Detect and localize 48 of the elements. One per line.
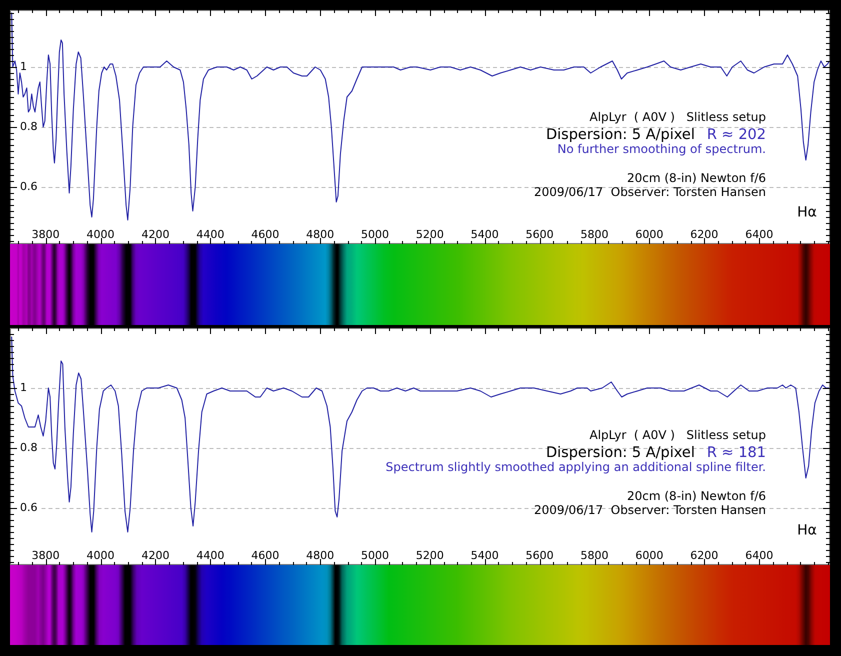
annotation: Dispersion: 5 A/pixel [546,126,695,143]
annotation: Spectrum slightly smoothed applying an additional spline filter. [386,460,766,474]
annotation: AlpLyr ( A0V ) Slitless setup [590,428,766,442]
x-tick-label: 4000 [86,228,115,241]
x-tick-label: 5600 [526,228,554,241]
x-tick-label: 4600 [251,228,280,241]
y-tick-label: 1 [20,380,27,394]
annotation: AlpLyr ( A0V ) Slitless setup [590,110,766,124]
x-tick-label: 6000 [635,548,664,562]
annotation: R ≈ 202 [706,126,766,143]
x-tick-label: 5800 [580,548,609,562]
x-tick-label: 5000 [360,228,389,241]
x-tick-label: 4400 [196,548,224,562]
annotation: No further smoothing of spectrum. [557,142,766,156]
x-tick-label: 4200 [141,228,170,241]
x-tick-label: 6400 [745,228,774,241]
y-tick-label: 1 [20,60,27,73]
annotation: 2009/06/17 Observer: Torsten Hansen [534,185,766,200]
x-tick-label: 5600 [526,548,554,562]
x-tick-label: 4200 [141,548,170,562]
x-tick-label: 5200 [416,228,444,241]
x-tick-label: 4600 [251,548,280,562]
annotation: R ≈ 181 [706,444,766,461]
x-tick-label: 3800 [32,548,60,562]
x-tick-label: 4000 [86,548,115,562]
annotation: 20cm (8-in) Newton f/6 [627,489,766,504]
x-tick-label: 5000 [360,548,389,562]
x-tick-label: 5200 [416,548,444,562]
x-tick-label: 6000 [635,228,664,241]
x-tick-label: 3800 [32,228,60,241]
x-tick-label: 5400 [470,548,499,562]
y-tick-label: 0.6 [20,500,38,514]
y-tick-label: 0.8 [20,120,38,133]
annotation: 20cm (8-in) Newton f/6 [627,171,766,186]
annotation: Hα [797,522,817,539]
x-tick-label: 6400 [745,548,774,562]
x-tick-label: 4400 [196,228,224,241]
annotation: Dispersion: 5 A/pixel [546,444,695,461]
x-tick-label: 5800 [580,228,609,241]
x-tick-label: 4800 [306,228,334,241]
y-tick-label: 0.6 [20,180,38,193]
y-tick-label: 0.8 [20,440,38,454]
annotation: Hα [797,204,817,221]
x-tick-label: 4800 [306,548,334,562]
x-tick-label: 6200 [690,228,718,241]
annotation: 2009/06/17 Observer: Torsten Hansen [534,503,766,518]
x-tick-label: 6200 [690,548,718,562]
x-tick-label: 5400 [470,228,499,241]
